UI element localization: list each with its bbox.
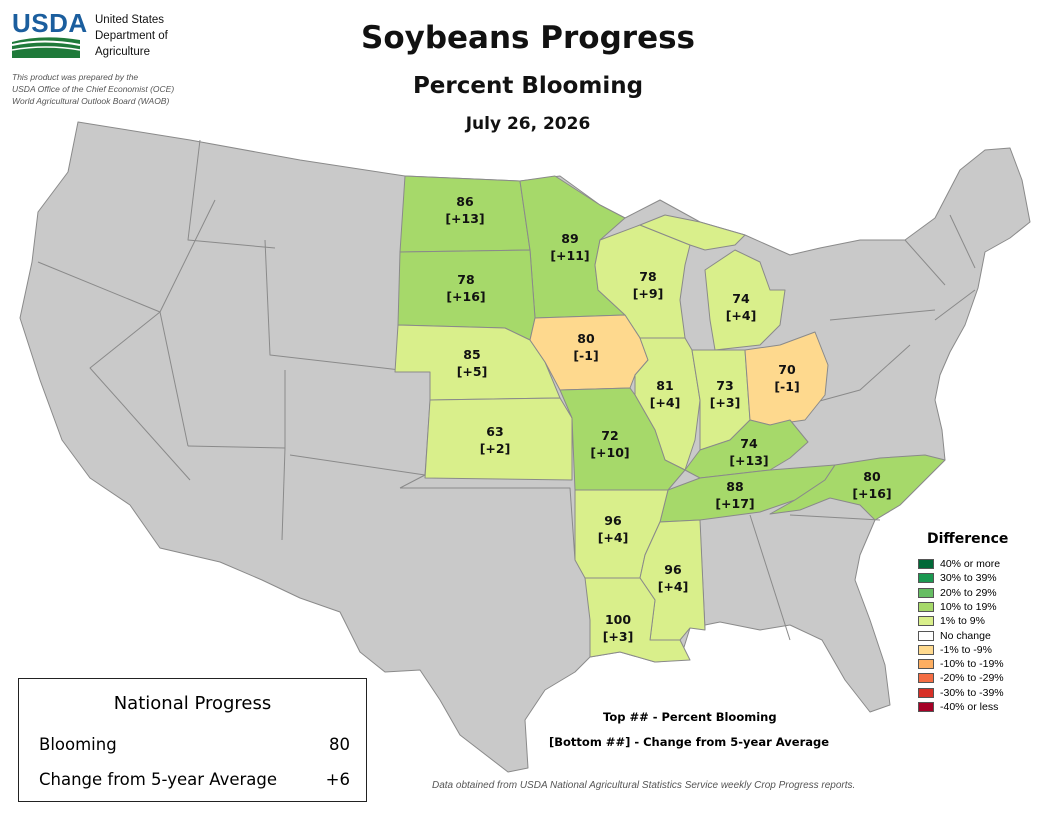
state-value-arkansas: 96 bbox=[604, 513, 622, 528]
state-missouri bbox=[559, 387, 686, 491]
state-value-kentucky: 74 bbox=[740, 436, 758, 451]
state-change-south-dakota: [+16] bbox=[446, 289, 485, 304]
state-value-wisconsin: 78 bbox=[639, 269, 656, 284]
state-change-louisiana: [+3] bbox=[603, 629, 634, 644]
state-value-tennessee: 88 bbox=[726, 479, 743, 494]
state-change-tennessee: [+17] bbox=[715, 496, 754, 511]
state-value-mississippi: 96 bbox=[664, 562, 682, 577]
state-value-indiana: 73 bbox=[716, 378, 733, 393]
legend-swatch bbox=[918, 673, 934, 684]
legend-label: 20% to 29% bbox=[940, 586, 997, 599]
state-louisiana bbox=[584, 577, 691, 663]
map-date: July 26, 2026 bbox=[465, 114, 591, 134]
legend-label: -10% to -19% bbox=[940, 658, 1004, 671]
legend-swatch bbox=[918, 587, 934, 598]
legend-swatch bbox=[918, 601, 934, 612]
state-change-north-dakota: [+13] bbox=[445, 211, 484, 226]
blooming-value: 80 bbox=[329, 735, 350, 754]
usda-logo: USDA bbox=[12, 8, 88, 38]
legend-label: -20% to -29% bbox=[940, 672, 1004, 685]
map-title: Soybeans Progress bbox=[361, 20, 695, 56]
department-name: United States Department of Agriculture bbox=[95, 14, 168, 58]
state-change-kansas: [+2] bbox=[480, 441, 511, 456]
state-change-michigan: [+4] bbox=[726, 308, 757, 323]
state-value-missouri: 72 bbox=[601, 428, 618, 443]
state-change-ohio: [-1] bbox=[774, 379, 799, 394]
state-change-north-carolina: [+16] bbox=[852, 486, 891, 501]
state-change-arkansas: [+4] bbox=[598, 530, 629, 545]
state-change-illinois: [+4] bbox=[650, 395, 681, 410]
state-change-mississippi: [+4] bbox=[658, 579, 689, 594]
usda-logo-mark bbox=[12, 37, 80, 58]
legend-swatch bbox=[918, 702, 934, 712]
state-iowa bbox=[529, 314, 649, 391]
state-value-nebraska: 85 bbox=[463, 347, 480, 362]
legend-swatch bbox=[918, 616, 934, 627]
state-value-illinois: 81 bbox=[656, 378, 673, 393]
map-subtitle: Percent Blooming bbox=[412, 73, 644, 99]
state-change-indiana: [+3] bbox=[710, 395, 741, 410]
state-change-minnesota: [+11] bbox=[550, 248, 589, 263]
source-note: Data obtained from USDA National Agricul… bbox=[432, 780, 856, 791]
state-change-kentucky: [+13] bbox=[729, 453, 768, 468]
legend-swatch bbox=[918, 659, 934, 670]
state-value-south-dakota: 78 bbox=[457, 272, 474, 287]
state-change-iowa: [-1] bbox=[573, 348, 598, 363]
state-change-nebraska: [+5] bbox=[457, 364, 488, 379]
legend-title: Difference bbox=[927, 531, 1009, 547]
state-value-north-dakota: 86 bbox=[456, 194, 474, 209]
legend-swatch bbox=[918, 644, 934, 655]
change-label: Change from 5-year Average bbox=[39, 770, 278, 789]
bottom-number-note: [Bottom ##] - Change from 5-year Average bbox=[549, 735, 830, 749]
legend-swatch bbox=[918, 573, 934, 584]
legend-label: -1% to -9% bbox=[940, 643, 992, 656]
state-michigan-up bbox=[639, 214, 746, 251]
national-progress-box: National Progress Blooming 80 Change fro… bbox=[18, 678, 367, 802]
legend-label: 30% to 39% bbox=[940, 572, 997, 585]
change-value: +6 bbox=[325, 770, 350, 789]
state-value-kansas: 63 bbox=[486, 424, 503, 439]
legend-swatch bbox=[918, 687, 934, 698]
legend-swatch bbox=[918, 559, 934, 569]
state-north-carolina bbox=[769, 454, 946, 521]
state-value-louisiana: 100 bbox=[605, 612, 631, 627]
legend-label: -40% or less bbox=[940, 701, 999, 713]
state-value-iowa: 80 bbox=[577, 331, 595, 346]
prepared-by-note: This product was prepared by the USDA Of… bbox=[12, 72, 175, 106]
legend-label: 1% to 9% bbox=[940, 615, 985, 628]
legend-label: -30% to -39% bbox=[940, 686, 1004, 699]
state-change-wisconsin: [+9] bbox=[633, 286, 664, 301]
legend-label: 40% or more bbox=[940, 558, 1001, 570]
legend-swatch bbox=[918, 630, 934, 641]
legend-label: No change bbox=[940, 629, 991, 642]
state-kansas bbox=[424, 397, 573, 481]
state-value-ohio: 70 bbox=[778, 362, 796, 377]
top-number-note: Top ## - Percent Blooming bbox=[603, 710, 777, 724]
national-progress-title: National Progress bbox=[113, 693, 272, 714]
state-value-north-carolina: 80 bbox=[863, 469, 881, 484]
state-label-layer: 86 [+13] 89 [+11] 78 [+16] 78 [+9] 74 [+4] 85 [+5] 8… bbox=[445, 194, 891, 644]
state-value-minnesota: 89 bbox=[561, 231, 578, 246]
blooming-label: Blooming bbox=[39, 735, 117, 754]
state-change-missouri: [+10] bbox=[590, 445, 629, 460]
state-value-michigan: 74 bbox=[732, 291, 750, 306]
state-michigan bbox=[704, 249, 786, 351]
legend-label: 10% to 19% bbox=[940, 600, 997, 613]
